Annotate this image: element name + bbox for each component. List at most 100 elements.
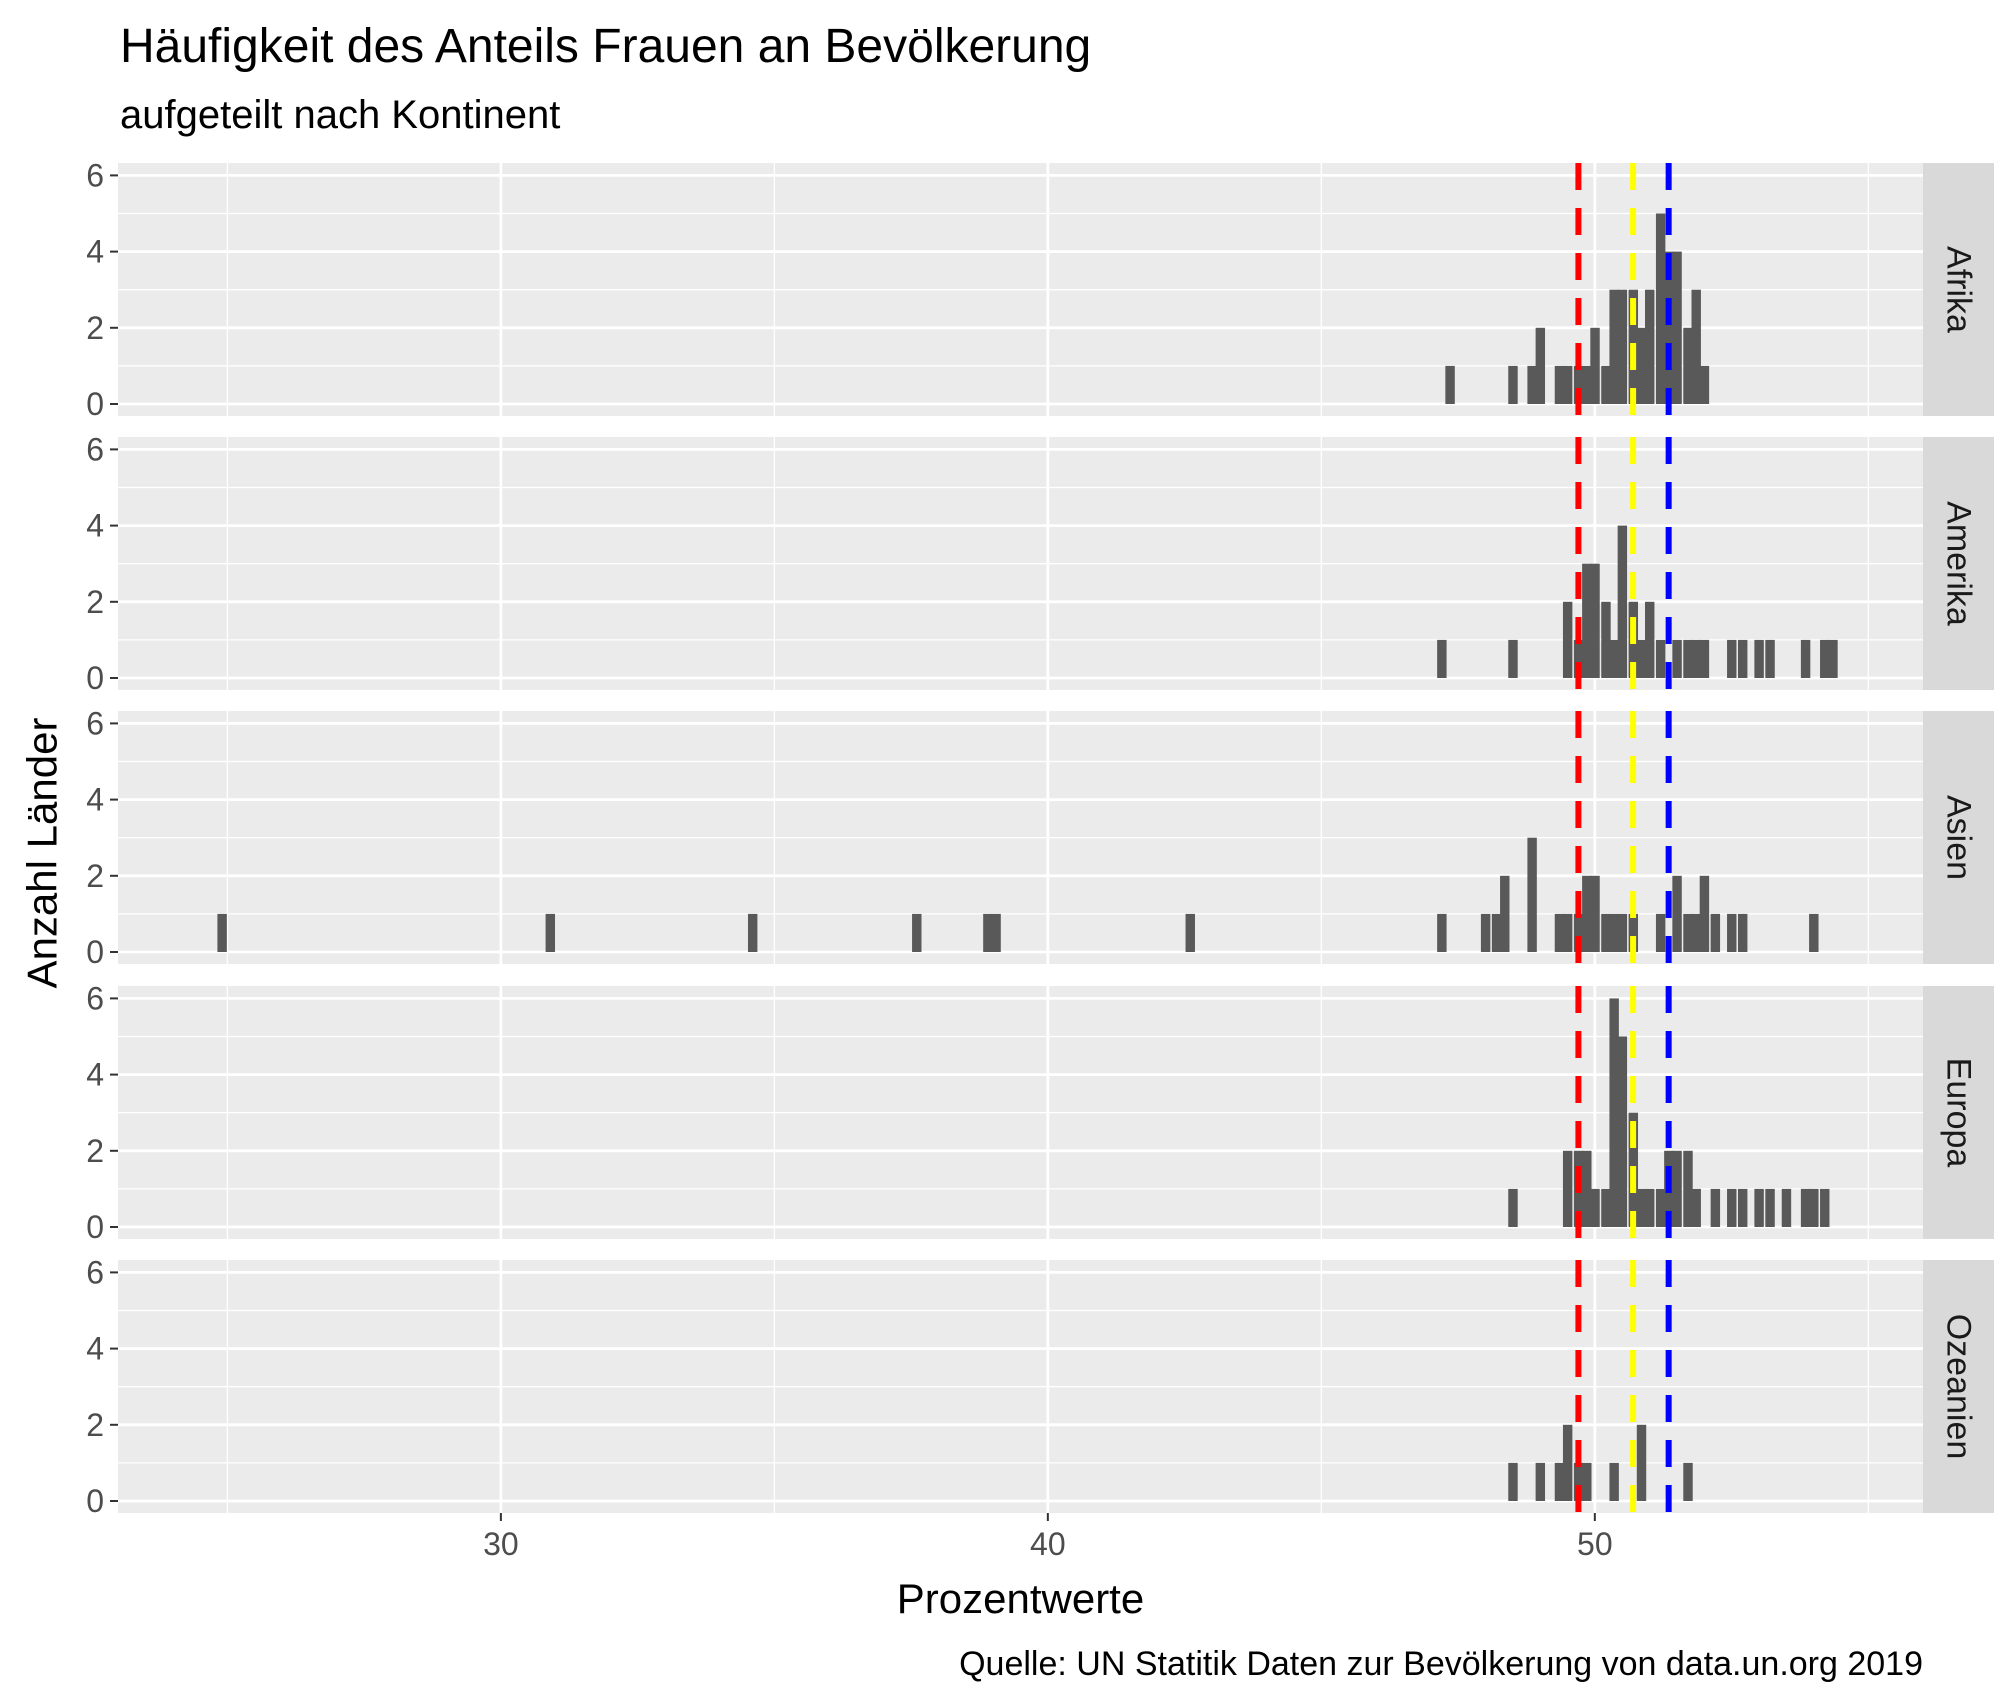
y-tick-label: 0 [86, 386, 104, 422]
histogram-bar [1609, 639, 1619, 678]
histogram-bar [1800, 639, 1811, 678]
histogram-bar [1655, 1188, 1666, 1227]
histogram-bar [1617, 1036, 1628, 1227]
y-tick-label: 4 [86, 234, 104, 270]
histogram-bar [1710, 913, 1721, 952]
histogram-bar [1683, 327, 1693, 404]
histogram-bar [1727, 1188, 1737, 1227]
histogram-bar [1582, 875, 1592, 952]
histogram-bar [1554, 1462, 1565, 1501]
y-tick-label: 4 [86, 1331, 104, 1367]
chart-subtitle: aufgeteilt nach Kontinent [120, 93, 560, 137]
y-tick-label: 4 [86, 508, 104, 544]
histogram-bar [1636, 639, 1647, 678]
histogram-bar [1765, 639, 1775, 678]
histogram-bar [1185, 913, 1195, 952]
y-tick-label: 6 [86, 431, 104, 467]
histogram-bar [1691, 1188, 1701, 1227]
histogram-bar [1683, 913, 1693, 952]
histogram-bar [1645, 601, 1655, 678]
histogram-bar [1554, 913, 1565, 952]
histogram-bar [1672, 251, 1682, 404]
histogram-bar [1601, 913, 1611, 952]
histogram-bar [1562, 601, 1573, 678]
histogram-bar [1590, 327, 1600, 404]
facet-strip [1923, 711, 1994, 964]
y-tick-label: 2 [86, 584, 104, 620]
y-tick-label: 0 [86, 1209, 104, 1245]
y-tick-label: 4 [86, 1057, 104, 1093]
y-axis-title: Anzahl Länder [19, 718, 66, 989]
histogram-bar [1582, 1150, 1592, 1227]
facet-strip-label: Asien [1940, 795, 1978, 880]
histogram-bar [1491, 913, 1502, 952]
histogram-bar [1437, 639, 1447, 678]
facet-panel-amerika: Amerika 0 2 4 6 [86, 431, 1994, 696]
histogram-bar [1664, 251, 1674, 404]
y-tick-label: 2 [86, 1407, 104, 1443]
y-tick-label: 2 [86, 1133, 104, 1169]
histogram-bar [1699, 875, 1710, 952]
histogram-bar [1727, 639, 1737, 678]
facet-panel-ozeanien: Ozeanien 0 2 4 6 [86, 1254, 1994, 1519]
y-tick-label: 6 [86, 157, 104, 193]
x-axis-title: Prozentwerte [897, 1575, 1144, 1622]
histogram-bar [1500, 875, 1510, 952]
y-tick-label: 0 [86, 934, 104, 970]
histogram-bar [1765, 1188, 1775, 1227]
y-tick-label: 0 [86, 1483, 104, 1519]
histogram-bar [1562, 913, 1573, 952]
histogram-bar [1445, 365, 1455, 404]
histogram-bar [1691, 289, 1701, 404]
histogram-bar [1573, 913, 1584, 952]
histogram-bar [1554, 365, 1565, 404]
x-tick-label: 50 [1577, 1526, 1613, 1562]
histogram-bar [1636, 1188, 1647, 1227]
histogram-bar [1781, 1188, 1792, 1227]
histogram-bar [217, 913, 227, 952]
histogram-bar [1699, 639, 1710, 678]
histogram-bar [1754, 1188, 1764, 1227]
histogram-bar [1609, 1462, 1619, 1501]
facet-panel-asien: Asien 0 2 4 6 [86, 705, 1994, 970]
histogram-bar [1636, 327, 1647, 404]
histogram-bar [1480, 913, 1491, 952]
facet-panel-europa: Europa 0 2 4 6 [86, 980, 1994, 1245]
histogram-bar [1672, 875, 1682, 952]
facet-panel-afrika: Afrika 0 2 4 6 [86, 157, 1994, 422]
histogram-bar [1562, 1150, 1573, 1227]
facet-strip-label: Ozeanien [1940, 1314, 1978, 1460]
histogram-bar [545, 913, 556, 952]
facet-strip [1923, 437, 1994, 690]
histogram-bar [1535, 1462, 1546, 1501]
histogram-bar [1820, 639, 1830, 678]
histogram-bar [1683, 639, 1693, 678]
histogram-bar [1800, 1188, 1811, 1227]
histogram-bar [1582, 1462, 1592, 1501]
y-tick-label: 6 [86, 705, 104, 741]
y-tick-label: 2 [86, 858, 104, 894]
facet-strip-label: Amerika [1940, 501, 1978, 626]
histogram-bar [1727, 913, 1737, 952]
histogram-bar [1691, 639, 1701, 678]
histogram-bar [1437, 913, 1447, 952]
histogram-bar [1645, 289, 1655, 404]
histogram-bar [1508, 365, 1518, 404]
histogram-bar [1573, 365, 1584, 404]
histogram-bar [1699, 365, 1710, 404]
histogram-bar [1655, 213, 1666, 404]
histogram-bar [1820, 1188, 1830, 1227]
histogram-bar [1655, 639, 1666, 678]
histogram-bar [1828, 639, 1838, 678]
histogram-bar [1809, 913, 1819, 952]
y-tick-label: 6 [86, 1254, 104, 1290]
histogram-bar [1609, 289, 1619, 404]
histogram-bar [1617, 525, 1628, 678]
histogram-bar [1573, 639, 1584, 678]
histogram-bar [1636, 1424, 1647, 1501]
histogram-bar [1655, 913, 1666, 952]
histogram-bar [1582, 563, 1592, 678]
histogram-bar [1582, 365, 1592, 404]
histogram-bar [1710, 1188, 1721, 1227]
